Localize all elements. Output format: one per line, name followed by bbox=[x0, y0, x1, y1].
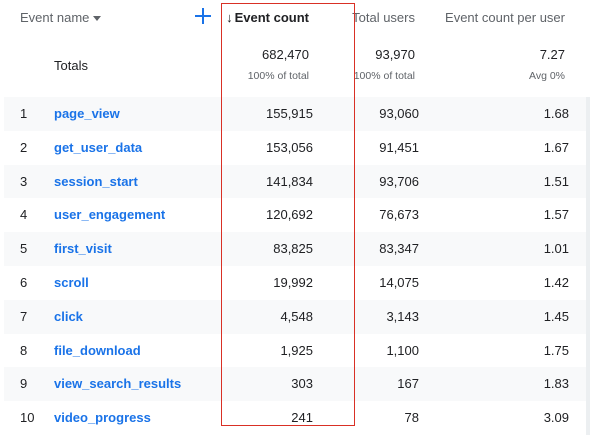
event-count-cell: 83,825 bbox=[273, 241, 313, 257]
caret-down-icon[interactable] bbox=[93, 16, 102, 22]
per-user-cell: 1.57 bbox=[543, 207, 569, 223]
row-index: 4 bbox=[20, 207, 28, 223]
event-count-cell: 155,915 bbox=[266, 106, 313, 121]
event-count-label: Event count bbox=[234, 10, 309, 25]
totals-per-user-sub: Avg 0% bbox=[529, 70, 565, 82]
row-index: 9 bbox=[20, 376, 28, 392]
event-name-link[interactable]: page_view bbox=[54, 106, 120, 121]
table-row: 1 page_view 155,915 93,060 1.68 bbox=[4, 97, 590, 131]
event-count-cell: 303 bbox=[291, 376, 313, 392]
total-users-cell: 167 bbox=[397, 376, 419, 392]
total-users-cell: 93,060 bbox=[379, 106, 419, 121]
totals-event-count: 682,470 bbox=[262, 47, 309, 62]
table-row: 9 view_search_results 303 167 1.83 bbox=[4, 367, 590, 402]
per-user-cell: 1.83 bbox=[543, 376, 569, 392]
event-name-link[interactable]: first_visit bbox=[54, 241, 112, 257]
total-users-cell: 91,451 bbox=[379, 139, 419, 155]
table-row: 5 first_visit 83,825 83,347 1.01 bbox=[4, 232, 590, 266]
row-edge bbox=[586, 198, 590, 233]
plus-icon[interactable] bbox=[192, 5, 214, 27]
event-name-link[interactable]: file_download bbox=[54, 342, 141, 358]
event-count-per-user-column-header[interactable]: Event count per user bbox=[445, 10, 565, 25]
event-name-link[interactable]: click bbox=[54, 308, 83, 324]
event-name-link[interactable]: session_start bbox=[54, 173, 138, 189]
event-count-cell: 19,992 bbox=[273, 275, 313, 290]
per-user-cell: 3.09 bbox=[543, 410, 569, 426]
arrow-down-icon: ↓ bbox=[226, 10, 233, 25]
row-index: 8 bbox=[20, 342, 28, 358]
event-name-link[interactable]: view_search_results bbox=[54, 376, 182, 392]
table-row: 10 video_progress 241 78 3.09 bbox=[4, 401, 590, 435]
totals-label: Totals bbox=[54, 58, 88, 73]
event-count-cell: 1,925 bbox=[280, 342, 313, 358]
row-edge bbox=[586, 97, 590, 131]
table-row: 3 session_start 141,834 93,706 1.51 bbox=[4, 164, 590, 199]
row-edge bbox=[586, 130, 590, 165]
totals-total-users-sub: 100% of total bbox=[353, 70, 415, 82]
total-users-cell: 3,143 bbox=[386, 308, 419, 324]
total-users-cell: 76,673 bbox=[379, 207, 419, 223]
row-edge bbox=[586, 232, 590, 266]
event-count-cell: 141,834 bbox=[266, 173, 313, 189]
table-row: 6 scroll 19,992 14,075 1.42 bbox=[4, 266, 590, 300]
event-count-cell: 241 bbox=[291, 410, 313, 426]
table-row: 7 click 4,548 3,143 1.45 bbox=[4, 299, 590, 334]
event-name-label: Event name bbox=[20, 10, 90, 25]
per-user-cell: 1.45 bbox=[543, 308, 569, 324]
total-users-cell: 93,706 bbox=[379, 173, 419, 189]
per-user-cell: 1.01 bbox=[543, 241, 569, 257]
row-index: 5 bbox=[20, 241, 28, 257]
per-user-cell: 1.68 bbox=[543, 106, 569, 121]
row-edge bbox=[586, 401, 590, 435]
per-user-cell: 1.75 bbox=[543, 342, 569, 358]
event-name-column-header[interactable]: Event name bbox=[20, 10, 102, 25]
totals-row: Totals 682,470 100% of total 93,970 100%… bbox=[0, 38, 590, 96]
table-header: Event name ↓ Event count Total users Even… bbox=[0, 0, 590, 36]
event-count-cell: 4,548 bbox=[280, 308, 313, 324]
row-index: 2 bbox=[20, 139, 28, 155]
total-users-cell: 78 bbox=[404, 410, 419, 426]
row-index: 3 bbox=[20, 173, 28, 189]
row-index: 1 bbox=[20, 106, 28, 121]
event-count-cell: 153,056 bbox=[266, 139, 313, 155]
row-index: 7 bbox=[20, 308, 28, 324]
totals-total-users: 93,970 bbox=[375, 47, 415, 62]
event-name-link[interactable]: scroll bbox=[54, 275, 89, 290]
total-users-column-header[interactable]: Total users bbox=[352, 10, 415, 25]
total-users-cell: 83,347 bbox=[379, 241, 419, 257]
totals-event-count-sub: 100% of total bbox=[247, 70, 309, 82]
total-users-cell: 1,100 bbox=[386, 342, 419, 358]
per-user-cell: 1.51 bbox=[543, 173, 569, 189]
row-edge bbox=[586, 266, 590, 300]
per-user-cell: 1.67 bbox=[543, 139, 569, 155]
row-edge bbox=[586, 164, 590, 199]
per-user-cell: 1.42 bbox=[543, 275, 569, 290]
event-count-column-header[interactable]: ↓ Event count bbox=[226, 10, 309, 25]
table-row: 4 user_engagement 120,692 76,673 1.57 bbox=[4, 198, 590, 233]
row-index: 6 bbox=[20, 275, 28, 290]
row-edge bbox=[586, 299, 590, 334]
totals-per-user: 7.27 bbox=[539, 47, 565, 62]
event-count-cell: 120,692 bbox=[266, 207, 313, 223]
row-index: 10 bbox=[20, 410, 35, 426]
event-name-link[interactable]: video_progress bbox=[54, 410, 151, 426]
table-row: 8 file_download 1,925 1,100 1.75 bbox=[4, 333, 590, 368]
row-edge bbox=[586, 333, 590, 368]
event-name-link[interactable]: get_user_data bbox=[54, 139, 143, 155]
total-users-cell: 14,075 bbox=[379, 275, 419, 290]
event-name-link[interactable]: user_engagement bbox=[54, 207, 166, 223]
row-edge bbox=[586, 367, 590, 402]
table-row: 2 get_user_data 153,056 91,451 1.67 bbox=[4, 130, 590, 165]
